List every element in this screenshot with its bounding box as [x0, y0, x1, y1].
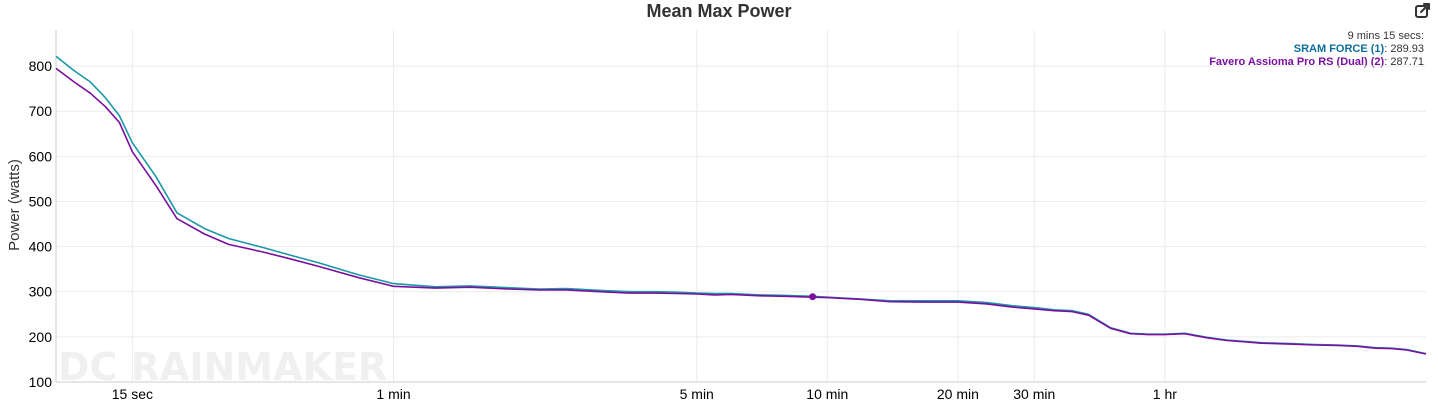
marker-layer: [809, 293, 817, 301]
x-tick-label: 1 min: [376, 386, 410, 402]
tooltip-header: 9 mins 15 secs:: [1347, 30, 1424, 42]
export-icon[interactable]: [1414, 2, 1432, 20]
hover-marker: [809, 293, 817, 301]
y-axis-title: Power (watts): [6, 159, 23, 251]
axes: 100 200 300 400 500 600 700 800 15 sec 1 min 5 min…: [29, 30, 1426, 402]
tooltip-series-value: 287.71: [1390, 56, 1424, 68]
y-tick-label: 700: [29, 103, 53, 119]
y-tick-label: 100: [29, 374, 53, 390]
tooltip-series-name: SRAM FORCE (1): [1293, 43, 1385, 55]
y-tick-label: 300: [29, 284, 53, 300]
y-tick-label: 400: [29, 239, 53, 255]
x-tick-label: 5 min: [680, 386, 714, 402]
tooltip-row-favero: Favero Assioma Pro RS (Dual) (2): 287.71: [1209, 56, 1424, 68]
x-tick-label: 1 hr: [1153, 386, 1177, 402]
y-tick-label: 600: [29, 148, 53, 164]
tooltip-series-value: 289.93: [1390, 43, 1424, 55]
y-tick-label: 500: [29, 193, 53, 209]
series-layer: [55, 55, 1427, 355]
y-tick-label: 200: [29, 329, 53, 345]
chart-title: Mean Max Power: [646, 1, 792, 21]
tooltip-series-name: Favero Assioma Pro RS (Dual) (2): [1209, 56, 1385, 68]
series-line-sram-force[interactable]: [55, 55, 1427, 355]
tooltip-row-sram: SRAM FORCE (1): 289.93: [1293, 43, 1424, 55]
tooltip: 9 mins 15 secs: SRAM FORCE (1): 289.93 F…: [1209, 30, 1424, 69]
x-tick-label: 15 sec: [112, 386, 153, 402]
y-tick-label: 800: [29, 58, 53, 74]
series-line-favero-assioma[interactable]: [55, 67, 1427, 355]
grid: [56, 30, 1426, 383]
x-tick-label: 20 min: [937, 386, 979, 402]
x-tick-label: 10 min: [806, 386, 848, 402]
x-tick-label: 30 min: [1013, 386, 1055, 402]
